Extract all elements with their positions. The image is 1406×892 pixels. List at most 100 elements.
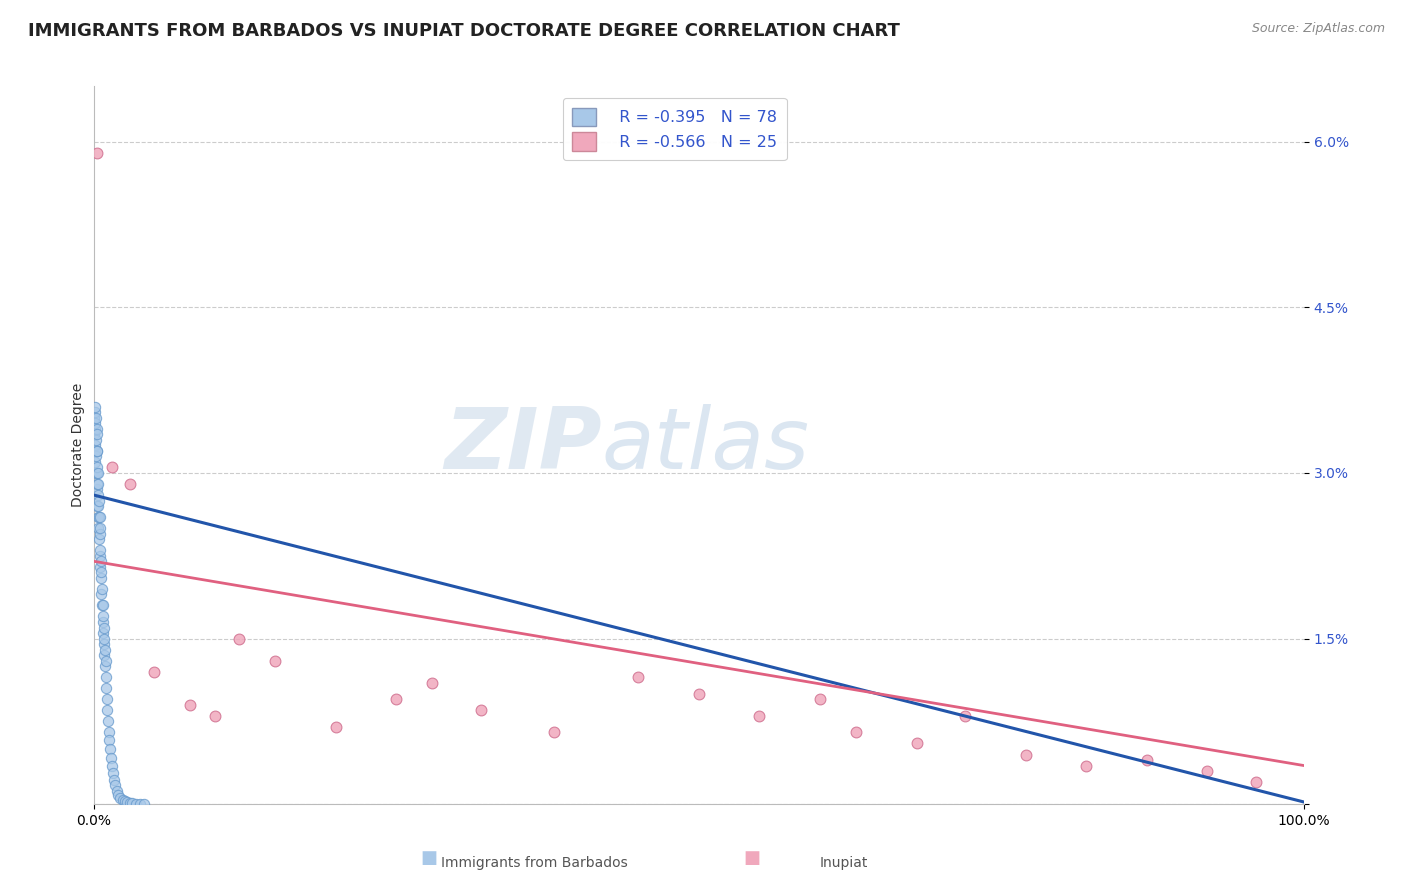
Point [91,615,114,629]
Point [84,400,107,414]
Point [90,571,112,585]
Text: atlas: atlas [602,404,810,487]
Point [627,670,650,684]
Point [228,632,250,646]
Point [87,521,110,535]
Point [1197,764,1219,778]
Point [100,751,122,765]
Point [86,466,108,480]
Point [688,687,710,701]
Point [83,427,105,442]
Point [953,709,976,723]
Point [100,758,122,772]
Point [83,405,105,419]
Text: ZIP: ZIP [444,404,602,487]
Point [845,725,868,739]
Point [114,794,136,808]
Point [84,455,107,469]
Point [86,483,108,497]
Point [117,795,139,809]
Point [84,433,107,447]
Text: Source: ZipAtlas.com: Source: ZipAtlas.com [1251,22,1385,36]
Point [121,796,143,810]
Point [94,642,117,657]
Y-axis label: Doctorate Degree: Doctorate Degree [72,384,86,508]
Point [543,725,565,739]
Point [93,632,115,646]
Point [808,692,831,706]
Point [97,725,120,739]
Point [89,559,111,574]
Text: Immigrants from Barbados: Immigrants from Barbados [441,855,627,870]
Point [100,460,122,475]
Point [1136,753,1159,767]
Point [93,620,115,634]
Point [96,681,118,696]
Point [86,443,108,458]
Point [86,460,108,475]
Point [101,766,124,780]
Point [94,659,117,673]
Point [143,665,166,679]
Point [325,720,347,734]
Point [108,790,131,805]
Point [103,772,125,787]
Point [905,736,928,750]
Point [96,703,118,717]
Point [87,493,110,508]
Text: ■: ■ [744,849,761,867]
Point [86,499,108,513]
Text: ■: ■ [420,849,437,867]
Point [107,789,129,803]
Point [748,709,770,723]
Point [83,443,105,458]
Point [125,797,148,812]
Point [1074,758,1097,772]
Text: Inupiat: Inupiat [820,855,868,870]
Point [98,742,121,756]
Point [90,554,112,568]
Point [87,466,110,480]
Point [91,609,114,624]
Point [1244,775,1267,789]
Point [94,654,117,668]
Point [470,703,492,717]
Point [179,698,201,712]
Point [1014,747,1036,762]
Point [84,450,107,464]
Point [93,648,115,662]
Point [104,779,127,793]
Point [93,637,115,651]
Point [84,438,107,452]
Point [87,510,110,524]
Point [87,510,110,524]
Legend:   R = -0.395   N = 78,   R = -0.566   N = 25: R = -0.395 N = 78, R = -0.566 N = 25 [562,98,786,161]
Point [86,443,108,458]
Point [264,654,287,668]
Point [385,692,408,706]
Point [422,675,444,690]
Text: IMMIGRANTS FROM BARBADOS VS INUPIAT DOCTORATE DEGREE CORRELATION CHART: IMMIGRANTS FROM BARBADOS VS INUPIAT DOCT… [28,22,900,40]
Point [128,797,150,812]
Point [83,410,105,425]
Point [89,521,111,535]
Point [87,488,110,502]
Point [86,422,108,436]
Point [97,714,120,729]
Point [91,582,114,596]
Point [86,477,108,491]
Point [89,543,111,558]
Point [84,416,107,430]
Point [86,427,108,442]
Point [105,784,128,798]
Point [91,599,114,613]
Point [84,466,107,480]
Point [87,532,110,546]
Point [90,566,112,580]
Point [98,733,121,747]
Point [134,797,156,812]
Point [91,599,114,613]
Point [89,526,111,541]
Point [83,422,105,436]
Point [86,145,108,160]
